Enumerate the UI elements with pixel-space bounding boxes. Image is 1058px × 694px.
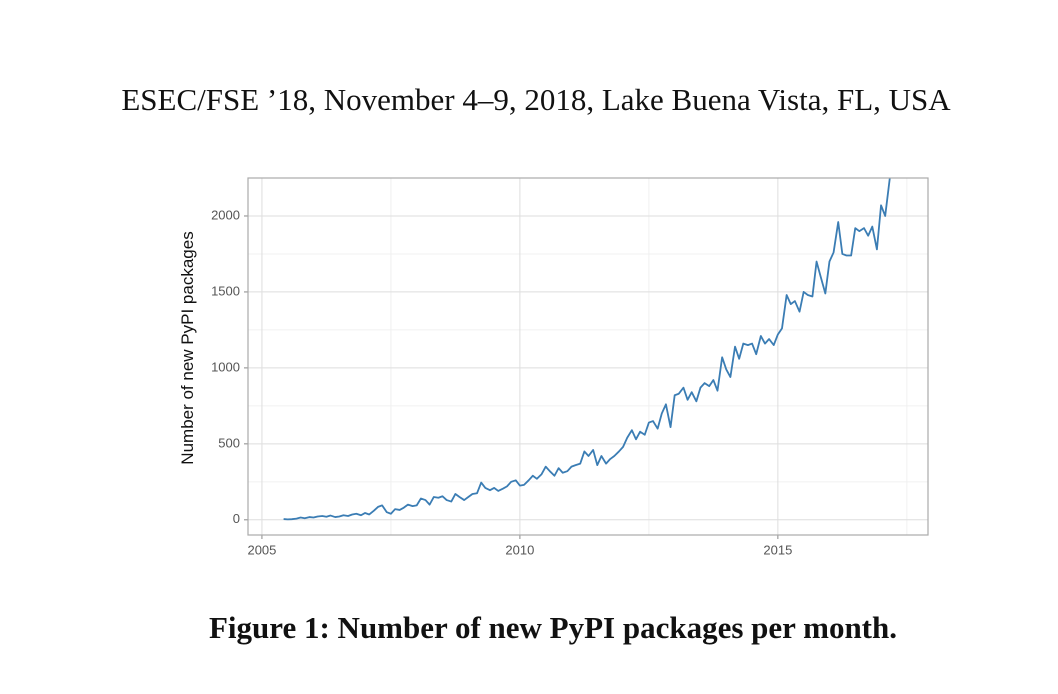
y-tick-label: 2000: [211, 207, 240, 222]
x-tick-label: 2005: [247, 542, 276, 557]
x-tick-label: 2015: [763, 542, 792, 557]
y-tick-label: 500: [218, 435, 240, 450]
x-tick-label: 2010: [505, 542, 534, 557]
running-header: ESEC/FSE ’18, November 4–9, 2018, Lake B…: [121, 82, 951, 117]
plot-border: [247, 177, 929, 536]
y-tick-label: 1500: [211, 283, 240, 298]
y-axis-label: Number of new PyPI packages: [178, 231, 197, 464]
figure-caption: Figure 1: Number of new PyPI packages pe…: [209, 610, 897, 645]
y-tick-label: 0: [233, 511, 240, 526]
y-tick-label: 1000: [211, 359, 240, 374]
plot-background: [248, 178, 928, 535]
data-line: [283, 178, 891, 521]
